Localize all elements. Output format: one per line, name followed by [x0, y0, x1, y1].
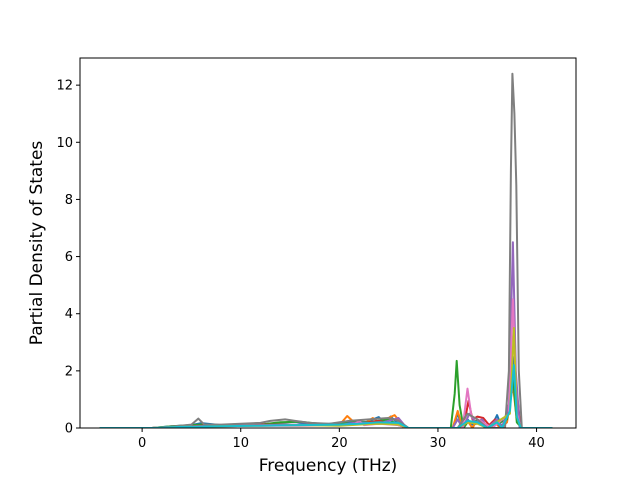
x-axis-ticks: 0 10 20 30 40	[138, 428, 545, 451]
y-tick-label: 8	[65, 193, 73, 208]
y-tick-label: 12	[56, 79, 73, 94]
plot-frame	[79, 57, 577, 429]
x-tick-label: 30	[430, 436, 447, 451]
series-line-5	[99, 241, 553, 428]
series-line-4	[99, 369, 553, 428]
y-tick-label: 4	[65, 307, 73, 322]
y-tick-label: 6	[65, 250, 73, 265]
x-tick-label: 20	[331, 436, 348, 451]
y-axis-label: Partial Density of States	[27, 141, 47, 346]
y-tick-label: 2	[65, 364, 73, 379]
series-line-1	[99, 355, 553, 428]
series-line-7	[99, 72, 553, 428]
x-tick-label: 0	[138, 436, 146, 451]
series-line-9	[99, 364, 553, 428]
y-tick-label: 0	[65, 422, 73, 437]
series-line-8	[99, 327, 553, 428]
y-axis-ticks: 0 2 4 6 8 10 12	[56, 79, 80, 437]
x-tick-label: 40	[528, 436, 545, 451]
series-line-6	[99, 298, 553, 428]
y-tick-label: 10	[56, 136, 73, 151]
series-layer	[99, 72, 553, 428]
x-axis-label: Frequency (THz)	[259, 456, 398, 476]
x-tick-label: 10	[232, 436, 249, 451]
